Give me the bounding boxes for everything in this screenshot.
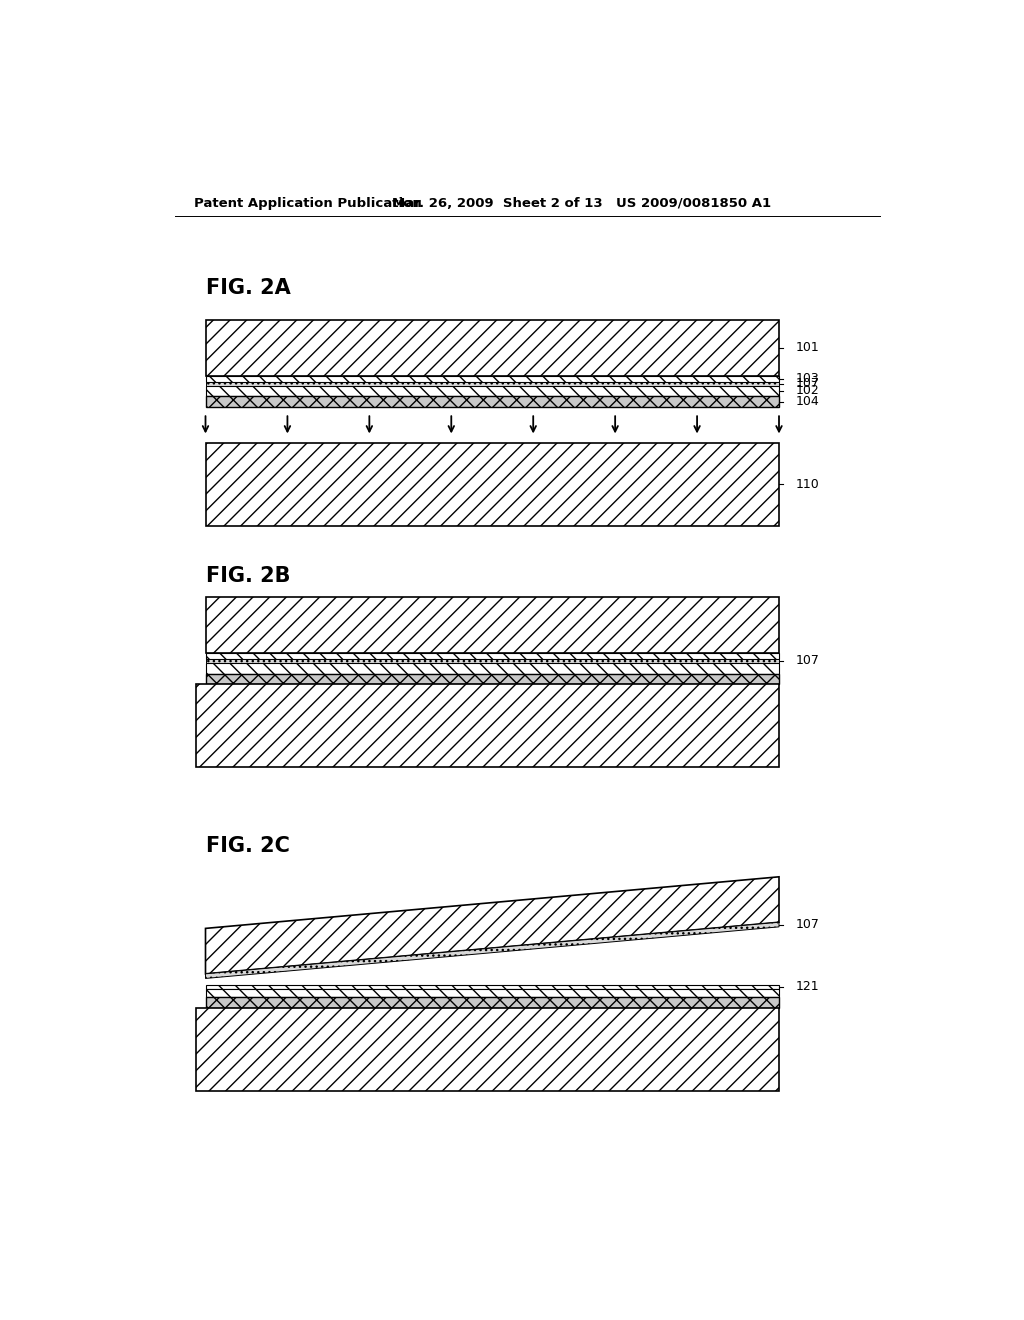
Polygon shape (206, 876, 779, 974)
Text: 107: 107 (796, 378, 820, 391)
Polygon shape (206, 923, 779, 978)
Bar (206, 442, 779, 525)
Bar (206, 396, 779, 407)
Text: 102: 102 (796, 384, 820, 397)
Text: 107: 107 (796, 917, 820, 931)
Bar (206, 321, 779, 376)
Text: FIG. 2C: FIG. 2C (206, 836, 290, 855)
Bar (206, 597, 779, 652)
Bar (206, 985, 779, 989)
Bar (206, 385, 779, 396)
Bar (206, 997, 779, 1007)
Bar (197, 684, 779, 767)
Bar (206, 653, 779, 659)
Text: 103: 103 (796, 372, 820, 385)
Text: Patent Application Publication: Patent Application Publication (194, 197, 422, 210)
Text: 107: 107 (796, 655, 820, 668)
Bar (197, 1007, 779, 1090)
Bar (206, 376, 779, 381)
Bar (206, 663, 779, 673)
Text: FIG. 2B: FIG. 2B (206, 566, 290, 586)
Text: Mar. 26, 2009  Sheet 2 of 13: Mar. 26, 2009 Sheet 2 of 13 (391, 197, 602, 210)
Bar (206, 381, 779, 385)
Text: US 2009/0081850 A1: US 2009/0081850 A1 (616, 197, 771, 210)
Text: 121: 121 (796, 981, 819, 994)
Text: FIG. 2A: FIG. 2A (206, 277, 290, 298)
Text: 101: 101 (796, 342, 820, 354)
Bar (206, 989, 779, 997)
Text: 104: 104 (796, 395, 820, 408)
Bar (206, 673, 779, 684)
Bar (206, 659, 779, 663)
Text: 110: 110 (796, 478, 820, 491)
